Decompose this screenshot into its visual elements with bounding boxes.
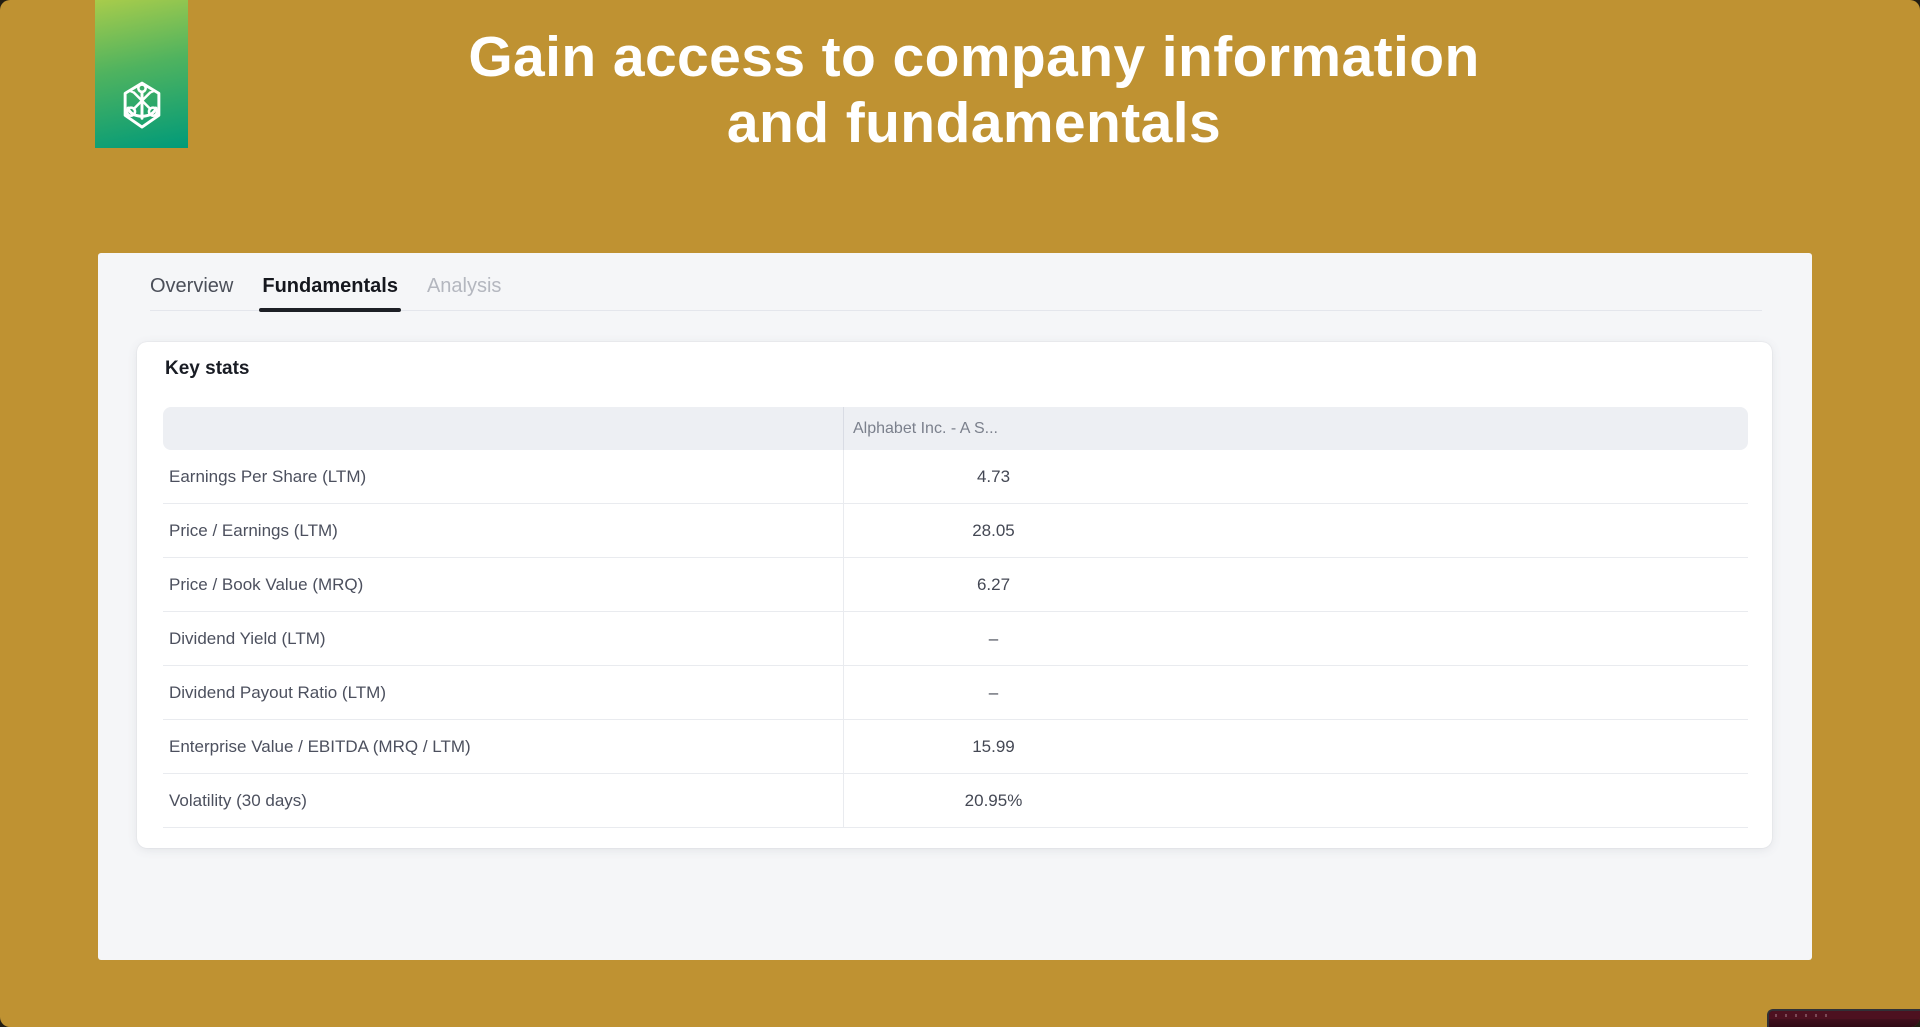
row-label: Earnings Per Share (LTM) xyxy=(169,466,367,486)
table-row: Price / Earnings (LTM) 28.05 xyxy=(163,504,1748,558)
row-label: Price / Book Value (MRQ) xyxy=(169,574,364,594)
table-row: Price / Book Value (MRQ) 6.27 xyxy=(163,558,1748,612)
row-label: Price / Earnings (LTM) xyxy=(169,520,338,540)
header-empty-cell xyxy=(163,407,843,450)
old-mutual-logo xyxy=(95,0,188,148)
page-title-line1: Gain access to company information xyxy=(468,25,1480,89)
tab-analysis[interactable]: Analysis xyxy=(426,275,502,297)
row-value: – xyxy=(843,666,1143,719)
key-stats-table: Alphabet Inc. - A S... Earnings Per Shar… xyxy=(163,407,1748,828)
key-stats-card: Key stats Alphabet Inc. - A S... Earning… xyxy=(137,342,1772,848)
tab-bar: Overview Fundamentals Analysis xyxy=(150,275,1762,312)
key-stats-heading: Key stats xyxy=(165,358,250,379)
table-row: Enterprise Value / EBITDA (MRQ / LTM) 15… xyxy=(163,720,1748,774)
page-title: Gain access to company information and f… xyxy=(0,24,1920,156)
row-value: 4.73 xyxy=(843,450,1143,503)
table-row: Dividend Payout Ratio (LTM) – xyxy=(163,666,1748,720)
column-header-symbol: Alphabet Inc. - A S... xyxy=(843,407,1143,450)
row-label: Volatility (30 days) xyxy=(169,790,307,810)
row-value: 20.95% xyxy=(843,774,1143,827)
fundamentals-panel: Overview Fundamentals Analysis Key stats… xyxy=(98,253,1812,960)
corner-window-content xyxy=(1769,1019,1920,1027)
row-value: 6.27 xyxy=(843,558,1143,611)
anchor-keys-icon xyxy=(123,81,160,129)
row-label: Dividend Yield (LTM) xyxy=(169,628,326,648)
table-row: Dividend Yield (LTM) – xyxy=(163,612,1748,666)
table-header-row: Alphabet Inc. - A S... xyxy=(163,407,1748,450)
corner-window-titlebar xyxy=(1769,1011,1920,1019)
table-row: Volatility (30 days) 20.95% xyxy=(163,774,1748,828)
row-value: – xyxy=(843,612,1143,665)
tab-fundamentals[interactable]: Fundamentals xyxy=(259,275,401,312)
tab-overview[interactable]: Overview xyxy=(150,275,234,297)
page-title-line2: and fundamentals xyxy=(726,91,1222,155)
row-value: 28.05 xyxy=(843,504,1143,557)
corner-window-preview xyxy=(1767,1009,1920,1027)
row-label: Dividend Payout Ratio (LTM) xyxy=(169,682,386,702)
row-label: Enterprise Value / EBITDA (MRQ / LTM) xyxy=(169,736,471,756)
row-value: 15.99 xyxy=(843,720,1143,773)
table-row: Earnings Per Share (LTM) 4.73 xyxy=(163,450,1748,504)
